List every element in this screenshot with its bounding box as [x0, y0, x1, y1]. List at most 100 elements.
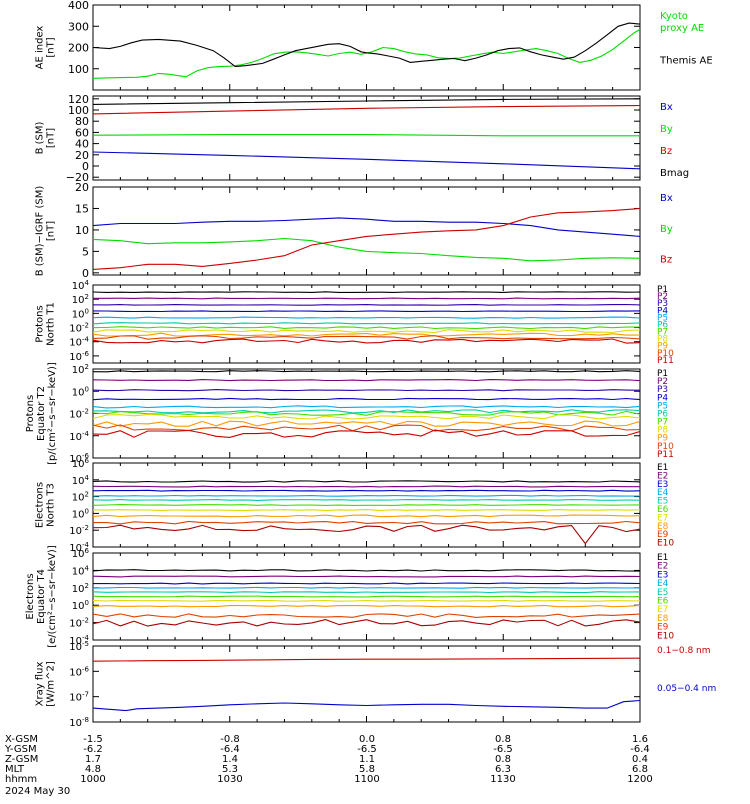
legend-entry: P10: [657, 442, 674, 452]
y-tick-label: 20: [75, 149, 89, 162]
legend-entry: P6: [657, 409, 668, 419]
legend-entry: Bx: [660, 193, 673, 204]
series-line: [92, 599, 641, 602]
footer-value: 1000: [80, 774, 105, 785]
y-tick-label: 10-6: [69, 452, 89, 465]
footer-value: -1.5: [83, 734, 103, 745]
footer-value: 0.8: [495, 754, 511, 765]
y-tick-label: 10: [75, 224, 89, 237]
legend-entry: E3: [657, 480, 668, 490]
y-axis-label: AE index: [35, 26, 46, 70]
series-line: [92, 499, 641, 501]
series-line: [92, 98, 641, 105]
legend-entry: P3: [657, 299, 668, 309]
y-axis-label: [W/m^2]: [46, 661, 57, 707]
y-tick-label: 0: [82, 160, 89, 173]
legend-entry: E7: [657, 605, 668, 615]
legend-entry: P8: [657, 335, 668, 345]
footer-value: 0.4: [632, 754, 648, 765]
footer-value: 6.3: [495, 764, 511, 775]
y-tick-label: 300: [68, 20, 89, 33]
series-line: [92, 410, 641, 416]
legend-entry: P8: [657, 426, 668, 436]
y-tick-label: 10-5: [69, 640, 89, 653]
y-tick-label: 10-4: [69, 634, 89, 647]
y-axis-label: North T3: [46, 483, 57, 527]
series-line: [92, 429, 641, 438]
footer-value: 0.8: [495, 734, 511, 745]
legend-entry: E4: [657, 579, 669, 589]
series-line: [92, 480, 641, 483]
series-line: [92, 397, 641, 401]
y-tick-label: 60: [75, 126, 89, 139]
legend-entry: E9: [657, 623, 669, 633]
y-tick-label: 10-8: [69, 716, 89, 729]
legend-entry: P5: [657, 313, 668, 323]
series-line: [92, 370, 641, 373]
legend-entry: By: [660, 224, 673, 235]
legend-entry: P4: [657, 306, 668, 316]
series-line: [92, 134, 640, 137]
series-line: [92, 379, 641, 382]
legend-entry: Bz: [660, 255, 672, 266]
y-tick-label: 10-2: [69, 322, 89, 335]
y-tick-label: 104: [72, 474, 90, 487]
legend-entry: Bmag: [660, 168, 689, 179]
y-axis-label: North T1: [46, 302, 57, 346]
series-line: [92, 424, 641, 432]
legend-entry: E2: [657, 471, 668, 481]
y-tick-label: 120: [68, 93, 89, 106]
y-tick-label: 102: [72, 293, 89, 306]
legend-entry: P1: [657, 285, 668, 295]
legend-entry: 0.1−0.8 nm: [657, 646, 711, 656]
panel-frame: [92, 186, 641, 276]
legend-entry: E6: [657, 505, 669, 515]
y-tick-label: 100: [72, 599, 89, 612]
footer-date: 2024 May 30: [5, 786, 70, 797]
legend-entry: E2: [657, 562, 668, 572]
y-axis-label: B (SM)−IGRF (SM): [35, 186, 46, 277]
series-line: [92, 485, 640, 488]
y-tick-label: 102: [72, 363, 89, 376]
series-line: [92, 329, 641, 334]
legend-entry: E1: [657, 463, 668, 473]
legend-entry: Themis AE: [659, 56, 713, 67]
y-tick-label: 10-4: [69, 336, 89, 349]
y-axis-label: Electrons: [25, 573, 36, 619]
series-line: [92, 575, 641, 578]
series-line: [92, 604, 641, 608]
legend-entry: P5: [657, 401, 668, 411]
y-tick-label: 15: [75, 202, 89, 215]
legend-entry: P2: [657, 292, 668, 302]
series-line: [92, 657, 641, 662]
legend-entry: P11: [657, 356, 674, 366]
legend-entry: proxy AE: [660, 23, 704, 34]
panel-frame: [92, 4, 641, 91]
y-axis-label: Equator T2: [36, 386, 47, 441]
y-tick-label: 200: [68, 42, 89, 55]
y-axis-label: Protons: [35, 305, 46, 342]
legend-entry: By: [660, 124, 673, 135]
legend-entry: 0.05−0.4 nm: [657, 684, 716, 694]
series-line: [92, 414, 641, 420]
series-line: [92, 237, 641, 262]
series-line: [92, 332, 641, 337]
series-line: [92, 316, 641, 319]
legend-entry: Kyoto: [660, 11, 688, 22]
y-tick-label: 10-4: [69, 541, 89, 554]
series-line: [92, 494, 641, 497]
y-tick-label: 104: [72, 279, 90, 292]
y-tick-label: 100: [72, 307, 89, 320]
legend-entry: P7: [657, 418, 668, 428]
series-line: [92, 619, 641, 627]
y-tick-label: 80: [75, 115, 89, 128]
legend-entry: P9: [657, 434, 668, 444]
legend-entry: E10: [657, 539, 674, 549]
y-tick-label: 10-2: [69, 408, 89, 421]
y-tick-label: 40: [75, 138, 89, 151]
legend-entry: Bz: [660, 146, 672, 157]
footer-value: 0.0: [359, 734, 375, 745]
footer-value: 1.7: [85, 754, 101, 765]
